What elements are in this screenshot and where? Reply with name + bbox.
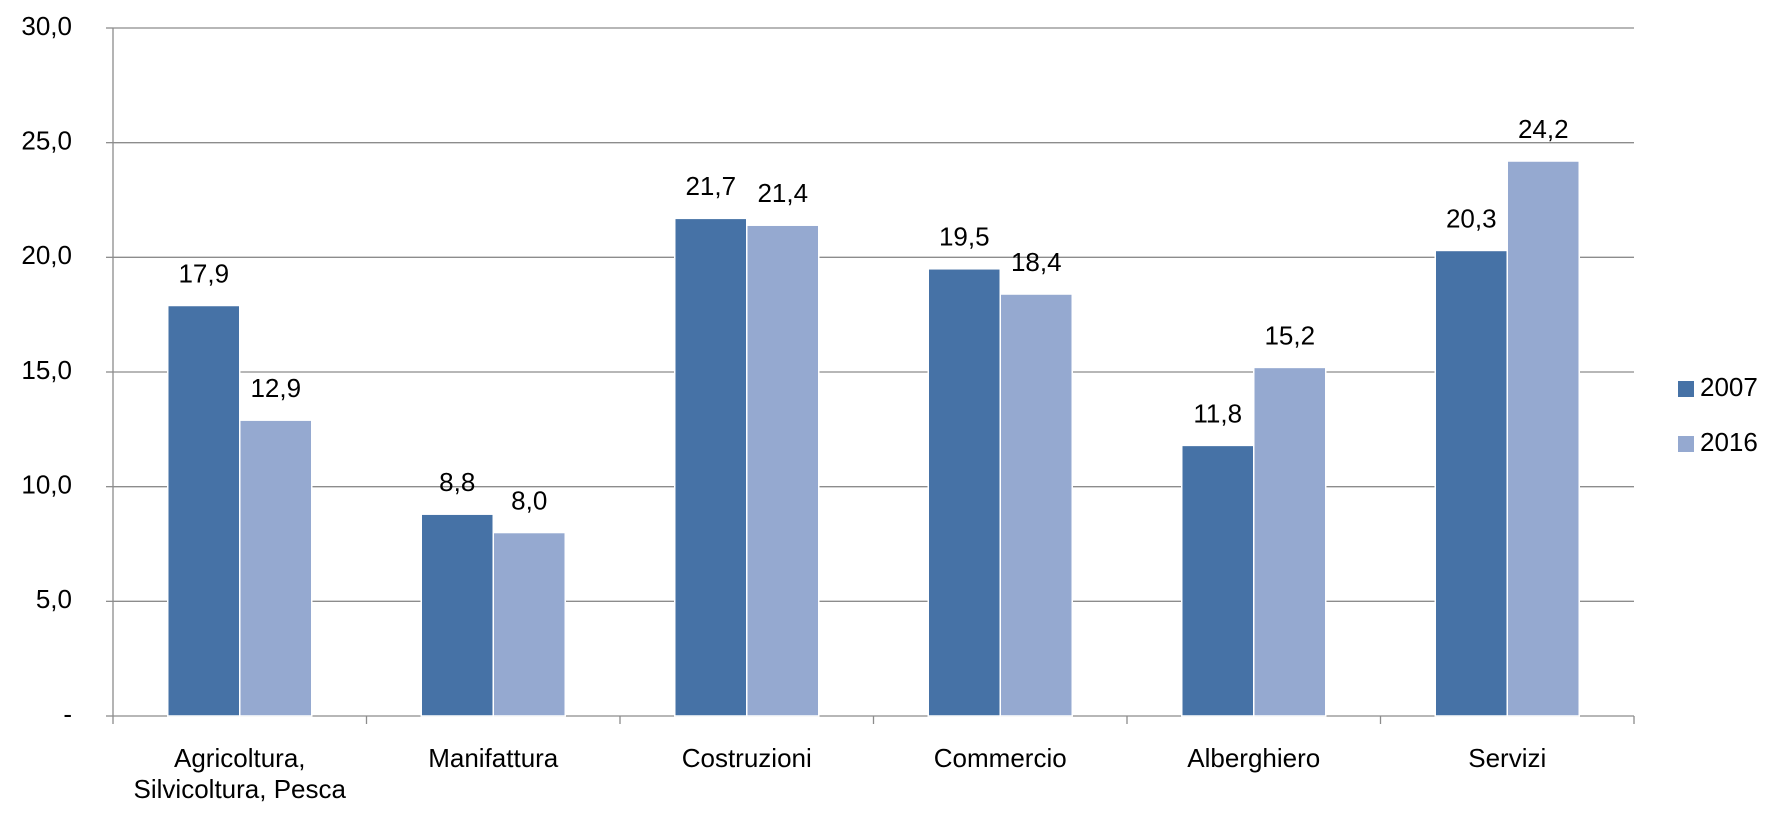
x-tick-label: Manifattura (428, 743, 559, 773)
y-tick-label: 25,0 (21, 126, 72, 156)
y-tick-label: 10,0 (21, 470, 72, 500)
x-tick-label: Agricoltura, Silvicoltura, Pesca (133, 743, 346, 804)
data-label: 15,2 (1264, 320, 1315, 350)
y-tick-label: 5,0 (36, 584, 72, 614)
y-tick-label: 15,0 (21, 355, 72, 385)
data-label: 18,4 (1011, 247, 1062, 277)
data-label: 8,8 (439, 467, 475, 497)
data-label: 24,2 (1518, 114, 1569, 144)
data-label: 8,0 (511, 485, 547, 515)
x-tick-label: Servizi (1468, 743, 1547, 773)
bar (1434, 249, 1508, 717)
legend-swatch (1678, 436, 1694, 452)
data-label: 20,3 (1446, 203, 1497, 233)
bar (1506, 160, 1580, 717)
data-label: 19,5 (939, 222, 990, 252)
data-label: 12,9 (250, 373, 301, 403)
legend-swatch (1678, 381, 1694, 397)
y-tick-label: 20,0 (21, 240, 72, 270)
bar (1181, 444, 1255, 717)
legend-label: 2007 (1700, 372, 1758, 402)
bar (1253, 366, 1327, 717)
bar (420, 513, 494, 717)
bar (999, 293, 1073, 717)
x-tick-label: Commercio (933, 743, 1067, 773)
bar (492, 531, 566, 717)
y-tick-label: - (63, 699, 72, 729)
data-label: 21,4 (757, 178, 808, 208)
bar (746, 224, 820, 717)
x-tick-label: Alberghiero (1187, 743, 1321, 773)
y-tick-label: 30,0 (21, 11, 72, 41)
bar (674, 217, 748, 717)
x-tick-label: Costruzioni (681, 743, 812, 773)
bar (239, 419, 313, 717)
data-label: 11,8 (1193, 398, 1242, 428)
data-label: 17,9 (178, 258, 229, 288)
legend-label: 2016 (1700, 427, 1758, 457)
bar (167, 304, 241, 717)
bar (927, 268, 1001, 717)
data-label: 21,7 (685, 171, 736, 201)
